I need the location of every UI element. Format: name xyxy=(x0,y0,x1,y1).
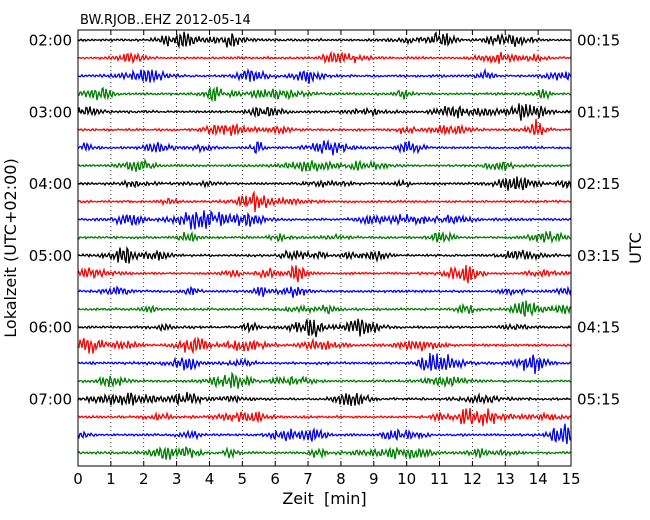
y-tick-label-left: 02:00 xyxy=(29,32,72,50)
grid-lines xyxy=(110,30,539,466)
trace-line xyxy=(77,423,572,445)
trace-line xyxy=(77,246,572,264)
x-tick-label: 3 xyxy=(172,470,182,488)
y-tick-label-right: 02:15 xyxy=(577,175,620,193)
x-tick-label: 6 xyxy=(270,470,280,488)
trace-line xyxy=(77,67,572,84)
y-axis-label-left: Lokalzeit (UTC+02:00) xyxy=(1,158,20,337)
trace-line xyxy=(77,336,572,355)
x-tick-label: 1 xyxy=(106,470,116,488)
y-tick-label-left: 07:00 xyxy=(29,391,72,409)
trace-line xyxy=(77,407,572,427)
x-tick-label: 13 xyxy=(496,470,515,488)
y-tick-label-right: 05:15 xyxy=(577,391,620,409)
y-axis-label-right: UTC xyxy=(626,232,645,264)
trace-line xyxy=(77,86,572,103)
trace-line xyxy=(77,158,572,172)
x-tick-label: 7 xyxy=(303,470,313,488)
trace-line xyxy=(77,50,572,65)
x-tick-label: 2 xyxy=(139,470,149,488)
trace-line xyxy=(77,190,572,213)
chart-title: BW.RJOB..EHZ 2012-05-14 xyxy=(80,13,251,28)
trace-line xyxy=(77,139,572,156)
y-tick-label-right: 03:15 xyxy=(577,247,620,265)
y-tick-label-left: 04:00 xyxy=(29,175,72,193)
trace-line xyxy=(77,300,572,317)
x-tick-label: 9 xyxy=(369,470,379,488)
trace-line xyxy=(77,230,572,245)
y-tick-label-right: 01:15 xyxy=(577,103,620,121)
trace-line xyxy=(77,445,572,460)
x-tick-label: 14 xyxy=(529,470,548,488)
tick-layer: 0 1 2 3 4 5 6 7 8 9 10 11 12 13 14 1502:0003:0004:0005:… xyxy=(29,30,620,488)
trace-line xyxy=(77,371,572,389)
trace-line xyxy=(77,318,572,338)
x-tick-label: 15 xyxy=(561,470,580,488)
trace-line xyxy=(77,264,572,284)
y-tick-label-right: 00:15 xyxy=(577,32,620,50)
trace-line xyxy=(77,31,572,49)
trace-layer xyxy=(77,31,572,460)
trace-line xyxy=(77,103,572,121)
axes-frame xyxy=(77,29,572,467)
x-tick-label: 4 xyxy=(205,470,215,488)
trace-line xyxy=(77,285,572,298)
y-tick-label-right: 04:15 xyxy=(577,319,620,337)
y-tick-label-left: 05:00 xyxy=(29,247,72,265)
trace-line xyxy=(77,176,572,191)
x-axis-label: Zeit [min] xyxy=(282,489,366,508)
trace-line xyxy=(77,391,572,407)
y-tick-label-left: 06:00 xyxy=(29,319,72,337)
x-tick-label: 5 xyxy=(238,470,248,488)
y-tick-label-left: 03:00 xyxy=(29,103,72,121)
trace-line xyxy=(77,352,572,375)
x-tick-label: 12 xyxy=(463,470,482,488)
x-tick-label: 10 xyxy=(397,470,416,488)
trace-line xyxy=(77,118,572,137)
x-tick-label: 8 xyxy=(336,470,346,488)
x-tick-label: 0 xyxy=(73,470,83,488)
x-tick-label: 11 xyxy=(430,470,449,488)
trace-line xyxy=(77,209,572,230)
